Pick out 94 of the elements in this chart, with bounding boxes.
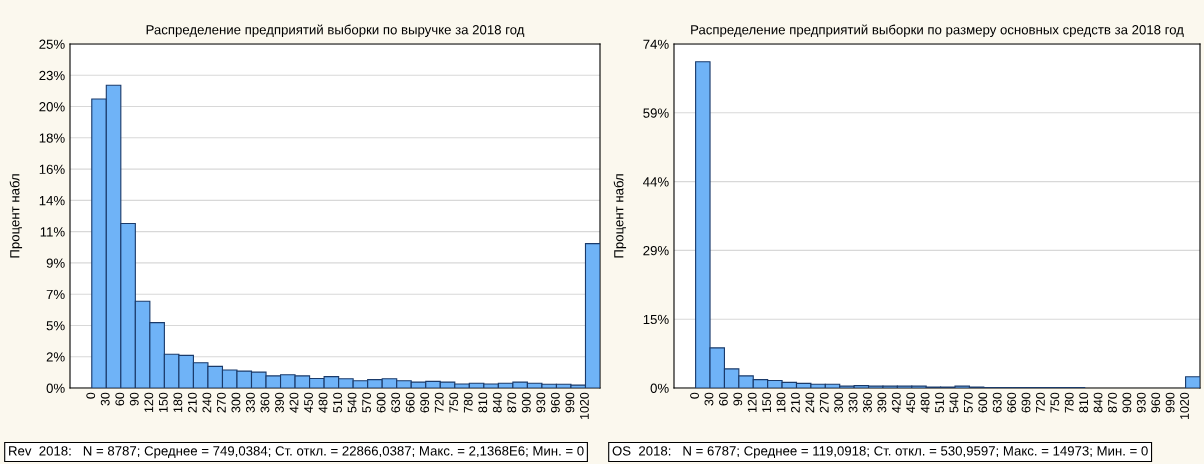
- x-tick-label: 480: [920, 392, 930, 413]
- y-tick-label: 20%: [39, 102, 65, 112]
- x-tick-label: 480: [318, 392, 328, 413]
- y-tick-label: 0%: [650, 383, 669, 393]
- x-tick-label: 360: [863, 392, 872, 413]
- x-tick-label: 780: [463, 392, 473, 413]
- x-tick-label: 540: [949, 392, 959, 413]
- x-tick-label: 90: [129, 392, 139, 406]
- y-tick-label: 15%: [643, 314, 669, 325]
- chart-title: Распределение предприятий выборки по размеру основных средств за 2018 год: [691, 24, 1184, 38]
- y-tick-label: 9%: [46, 258, 65, 268]
- x-tick-label: 390: [877, 392, 887, 413]
- x-tick-label: 240: [805, 392, 815, 413]
- x-tick-label: 300: [231, 392, 241, 413]
- x-tick-label: 510: [935, 392, 944, 413]
- x-tick-label: 30: [100, 392, 110, 406]
- x-tick-label: 570: [963, 392, 973, 413]
- x-tick-label: 990: [565, 392, 575, 413]
- x-tick-label: 510: [333, 392, 342, 413]
- x-tick-label: 30: [704, 392, 714, 406]
- x-tick-label: 300: [834, 392, 844, 413]
- x-tick-label: 60: [115, 392, 125, 406]
- x-tick-label: 180: [776, 392, 786, 413]
- y-tick-label: 11%: [40, 227, 65, 237]
- x-tick-label: 360: [260, 392, 270, 413]
- text: Rev 2018: N = 8787; Среднее = 749,0384; Ст. откл. = 22866,0387; Макс. = 2,1368E6; Мин. = 0: [9, 446, 584, 459]
- x-tick-label: 330: [246, 392, 255, 413]
- text: OS 2018: N = 6787; Среднее = 119,0918; Ст. откл. = 530,9597; Макс. = 14973; Мин. = 0: [612, 446, 1148, 459]
- x-tick-label: 750: [449, 392, 459, 413]
- x-tick-label: 690: [1021, 392, 1031, 413]
- x-tick-label: 840: [492, 392, 502, 413]
- y-tick-label: 16%: [39, 164, 65, 174]
- chart-title: Распределение предприятий выборки по выручке за 2018 год: [146, 24, 525, 38]
- y-tick-label: 14%: [39, 195, 65, 206]
- x-tick-label: 930: [1136, 392, 1146, 413]
- x-tick-label: 570: [362, 392, 372, 413]
- x-tick-label: 660: [405, 392, 415, 413]
- x-tick-label: 660: [1007, 392, 1017, 413]
- x-tick-label: 990: [1165, 392, 1175, 413]
- x-tick-label: 240: [202, 392, 212, 413]
- x-tick-label: 630: [992, 392, 1002, 413]
- y-tick-label: 2%: [46, 352, 65, 362]
- y-tick-label: 7%: [46, 289, 65, 300]
- y-axis-title: Процент набл: [9, 174, 23, 258]
- x-tick-label: 870: [507, 392, 517, 413]
- y-axis-title: Процент набл: [613, 174, 627, 258]
- x-tick-label: 390: [275, 392, 284, 413]
- x-tick-label: 600: [978, 392, 988, 413]
- x-tick-label: 420: [289, 392, 299, 413]
- x-tick-label: 930: [536, 392, 546, 413]
- x-tick-label: 330: [848, 392, 858, 413]
- x-tick-label: 810: [478, 392, 488, 413]
- x-tick-label: 630: [391, 392, 401, 413]
- x-tick-label: 960: [1151, 392, 1161, 413]
- x-tick-label: 150: [762, 392, 772, 413]
- x-tick-label: 420: [891, 392, 901, 413]
- x-tick-label: 960: [550, 392, 560, 413]
- y-tick-label: 23%: [39, 70, 65, 81]
- x-tick-label: 840: [1093, 392, 1103, 413]
- x-tick-label: 90: [733, 392, 743, 406]
- x-tick-label: 900: [521, 392, 531, 413]
- y-tick-label: 5%: [46, 321, 65, 331]
- x-tick-label: 870: [1108, 392, 1117, 413]
- x-tick-label: 270: [819, 392, 829, 413]
- x-tick-label: 540: [347, 392, 357, 413]
- x-tick-label: 750: [1050, 392, 1060, 413]
- x-tick-label: 1020: [1180, 392, 1189, 420]
- y-tick-label: 74%: [643, 39, 669, 49]
- y-tick-label: 29%: [643, 245, 669, 256]
- x-tick-label: 120: [747, 392, 757, 413]
- x-tick-label: 270: [216, 392, 226, 413]
- x-tick-label: 1020: [579, 392, 589, 420]
- x-tick-label: 210: [791, 392, 800, 413]
- x-tick-label: 0: [86, 392, 96, 399]
- y-tick-label: 0%: [46, 383, 65, 393]
- y-tick-label: 18%: [39, 133, 65, 143]
- x-tick-label: 450: [304, 392, 313, 413]
- x-tick-label: 120: [144, 392, 154, 413]
- x-tick-label: 150: [158, 392, 168, 413]
- x-tick-label: 720: [434, 392, 444, 413]
- x-tick-label: 0: [690, 392, 699, 399]
- x-tick-label: 180: [173, 392, 183, 413]
- x-tick-label: 60: [718, 392, 728, 406]
- x-tick-label: 720: [1035, 392, 1045, 413]
- y-tick-label: 44%: [643, 177, 669, 187]
- x-tick-label: 210: [187, 392, 197, 413]
- x-tick-label: 810: [1079, 392, 1089, 413]
- y-tick-label: 25%: [39, 39, 65, 49]
- x-tick-label: 690: [420, 392, 430, 413]
- x-tick-label: 600: [376, 392, 386, 413]
- x-tick-label: 780: [1064, 392, 1074, 413]
- y-tick-label: 59%: [643, 108, 669, 118]
- x-tick-label: 900: [1122, 392, 1132, 413]
- x-tick-label: 450: [906, 392, 916, 413]
